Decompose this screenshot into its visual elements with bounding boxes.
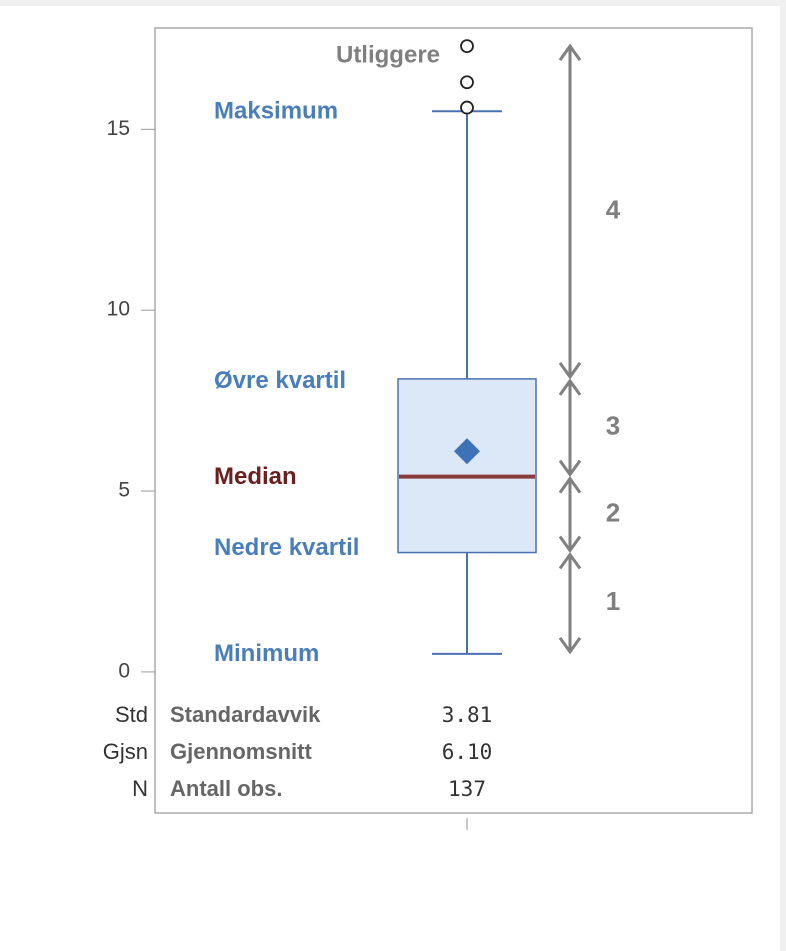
annotation: Utliggere <box>336 41 440 68</box>
right-band <box>780 0 786 951</box>
stat-name: Gjennomsnitt <box>170 739 312 764</box>
annotation: Øvre kvartil <box>214 367 346 394</box>
box <box>397 378 537 554</box>
annotation: Median <box>214 463 297 490</box>
outlier <box>460 75 474 90</box>
stat-name: Standardavvik <box>170 702 321 727</box>
outlier <box>460 39 474 53</box>
stat-abbr: Gjsn <box>103 739 148 764</box>
arrow-head <box>558 535 582 554</box>
interval-label: 1 <box>606 586 620 616</box>
arrow-head <box>558 459 582 478</box>
stat-value: 6.10 <box>442 740 493 764</box>
outlier <box>460 100 474 115</box>
interval-label: 2 <box>606 497 620 527</box>
plot-frame <box>154 27 753 814</box>
top-band <box>0 0 786 6</box>
arrow-head <box>558 362 582 380</box>
interval-label: 3 <box>606 411 620 441</box>
arrow-head <box>558 551 582 570</box>
arrow-head <box>558 475 582 494</box>
stat-value: 3.81 <box>442 703 493 727</box>
annotation: Maksimum <box>214 98 338 125</box>
stat-value: 137 <box>448 777 486 801</box>
annotation: Nedre kvartil <box>214 534 359 561</box>
annotation: Minimum <box>214 640 319 667</box>
stat-name: Antall obs. <box>170 776 282 801</box>
y-tick-label: 5 <box>118 479 130 502</box>
interval-label: 4 <box>606 194 621 224</box>
arrow-head <box>558 636 582 655</box>
stat-abbr: Std <box>115 702 148 727</box>
arrow-head <box>558 378 582 396</box>
y-tick-label: 10 <box>107 298 130 321</box>
y-tick-label: 0 <box>118 659 130 682</box>
y-tick-label: 15 <box>107 117 130 140</box>
mean-marker <box>454 438 480 465</box>
arrow-head <box>558 43 582 61</box>
stat-abbr: N <box>132 776 148 801</box>
